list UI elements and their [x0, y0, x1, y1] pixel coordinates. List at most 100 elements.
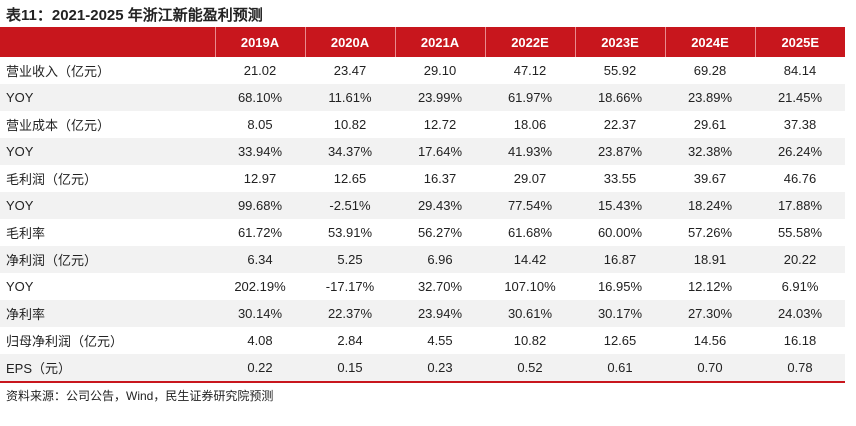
- table-cell: 12.12%: [687, 279, 733, 294]
- row-label: 营业收入（亿元）: [6, 64, 111, 79]
- table-cell: 18.66%: [575, 84, 665, 111]
- table-cell: 17.64%: [395, 138, 485, 165]
- table-cell: 0.15: [305, 354, 395, 383]
- table-cell: 202.19%: [234, 279, 286, 294]
- table-row: 营业收入（亿元） 21.02 23.47 29.10 47.12 55.92 69.28 84…: [0, 57, 845, 84]
- header-cell-label: [0, 27, 216, 57]
- table-cell: 16.95%: [597, 279, 643, 294]
- row-label: YOY: [0, 84, 215, 111]
- table-cell: 29.43%: [395, 192, 485, 219]
- table-cell: 0.70: [665, 354, 755, 383]
- table-row: YOY 33.94% 34.37% 17.64% 41.93% 23.87% 32.38% 2…: [0, 138, 845, 165]
- table-cell: 23.99%: [395, 84, 485, 111]
- table-row: YOY 99.68% -2.51% 29.43% 77.54% 15.43% 18.24% 1…: [0, 192, 845, 219]
- row-label: YOY: [0, 192, 215, 219]
- table-cell: 55.92: [603, 63, 637, 78]
- table-row: 毛利润（亿元） 12.97 12.65 16.37 29.07 33.55 39.67 46.…: [0, 165, 845, 192]
- table-row: 毛利率 61.72% 53.91% 56.27% 61.68% 60.00% 57.26% 5…: [0, 219, 845, 246]
- table-cell: 18.91: [665, 246, 755, 273]
- table-body: 营业收入（亿元） 21.02 23.47 29.10 47.12 55.92 69.28 84…: [0, 57, 845, 383]
- table-cell: 69.28: [693, 63, 727, 78]
- table-row: YOY 68.10% 11.61% 23.99% 61.97% 18.66% 23.89% 2…: [0, 84, 845, 111]
- table-cell: 16.18: [783, 333, 817, 348]
- table-cell: 14.42: [485, 246, 575, 273]
- table-cell: 6.34: [215, 246, 305, 273]
- header-cell-2022e: 2022E: [485, 27, 576, 57]
- table-cell: 46.76: [783, 171, 817, 186]
- table-cell: 0.52: [485, 354, 575, 383]
- table-cell: 8.05: [247, 117, 273, 132]
- table-cell: 61.68%: [507, 225, 553, 240]
- table-cell: 53.91%: [327, 225, 373, 240]
- row-label: YOY: [0, 138, 215, 165]
- table-cell: 2.84: [337, 333, 363, 348]
- table-row: 净利率 30.14% 22.37% 23.94% 30.61% 30.17% 27.30% 2…: [0, 300, 845, 327]
- table-cell: 57.26%: [687, 225, 733, 240]
- table-cell: 15.43%: [575, 192, 665, 219]
- table-cell: 33.94%: [215, 138, 305, 165]
- table-row: 归母净利润（亿元） 4.08 2.84 4.55 10.82 12.65 14.56 16.1…: [0, 327, 845, 354]
- table-cell: -17.17%: [325, 279, 375, 294]
- table-cell: 77.54%: [485, 192, 575, 219]
- table-cell: 0.61: [575, 354, 665, 383]
- row-label: 净利率: [0, 300, 215, 327]
- table-cell: 34.37%: [305, 138, 395, 165]
- table-cell: 30.61%: [485, 300, 575, 327]
- header-cell-2019a: 2019A: [215, 27, 306, 57]
- table-cell: 37.38: [783, 117, 817, 132]
- table-cell: 29.07: [513, 171, 547, 186]
- table-cell: 56.27%: [417, 225, 463, 240]
- table-cell: 24.03%: [755, 300, 845, 327]
- header-cell-2023e: 2023E: [575, 27, 666, 57]
- source-note: 资料来源：公司公告，Wind，民生证券研究院预测: [6, 389, 274, 403]
- header-cell-2024e: 2024E: [665, 27, 756, 57]
- row-label: 归母净利润（亿元）: [6, 334, 124, 349]
- table-row: 净利润（亿元） 6.34 5.25 6.96 14.42 16.87 18.91 20.22: [0, 246, 845, 273]
- table-cell: 23.94%: [395, 300, 485, 327]
- table-cell: 39.67: [693, 171, 727, 186]
- table-cell: 18.06: [513, 117, 547, 132]
- table-cell: 23.47: [333, 63, 367, 78]
- row-label: EPS（元）: [0, 354, 215, 383]
- header-cell-2020a: 2020A: [305, 27, 396, 57]
- table-cell: 30.17%: [575, 300, 665, 327]
- table-cell: 21.02: [243, 63, 277, 78]
- table-cell: 4.08: [247, 333, 273, 348]
- table-cell: 14.56: [693, 333, 727, 348]
- header-cell-2021a: 2021A: [395, 27, 486, 57]
- table-cell: 20.22: [755, 246, 845, 273]
- table-cell: 21.45%: [755, 84, 845, 111]
- table-cell: 47.12: [513, 63, 547, 78]
- table-cell: 4.55: [427, 333, 453, 348]
- row-label: YOY: [6, 279, 34, 294]
- table-cell: 18.24%: [665, 192, 755, 219]
- table-row: YOY 202.19% -17.17% 32.70% 107.10% 16.95% 12.1…: [0, 273, 845, 300]
- table-cell: 55.58%: [777, 225, 823, 240]
- table-cell: 12.65: [333, 171, 367, 186]
- row-label: 毛利润（亿元）: [6, 172, 98, 187]
- row-label: 营业成本（亿元）: [6, 118, 111, 133]
- header-cell-2025e: 2025E: [755, 27, 845, 57]
- table-cell: 23.89%: [665, 84, 755, 111]
- table-cell: 84.14: [783, 63, 817, 78]
- table-cell: -2.51%: [305, 192, 395, 219]
- table-header-row: 2019A 2020A 2021A 2022E 2023E 2024E 2025…: [0, 27, 845, 57]
- table-cell: 10.82: [333, 117, 367, 132]
- table-cell: 33.55: [603, 171, 637, 186]
- table-cell: 23.87%: [575, 138, 665, 165]
- table-cell: 5.25: [305, 246, 395, 273]
- table-cell: 32.38%: [665, 138, 755, 165]
- table-cell: 16.87: [575, 246, 665, 273]
- table-cell: 17.88%: [755, 192, 845, 219]
- table-cell: 10.82: [513, 333, 547, 348]
- table-cell: 12.72: [423, 117, 457, 132]
- table-title: 表11：2021-2025 年浙江新能盈利预测: [6, 7, 263, 24]
- table-cell: 29.10: [423, 63, 457, 78]
- table-cell: 0.23: [395, 354, 485, 383]
- row-label: 净利润（亿元）: [0, 246, 215, 273]
- table-cell: 68.10%: [215, 84, 305, 111]
- table-cell: 29.61: [693, 117, 727, 132]
- table-cell: 12.97: [243, 171, 277, 186]
- table-cell: 99.68%: [215, 192, 305, 219]
- table-cell: 27.30%: [665, 300, 755, 327]
